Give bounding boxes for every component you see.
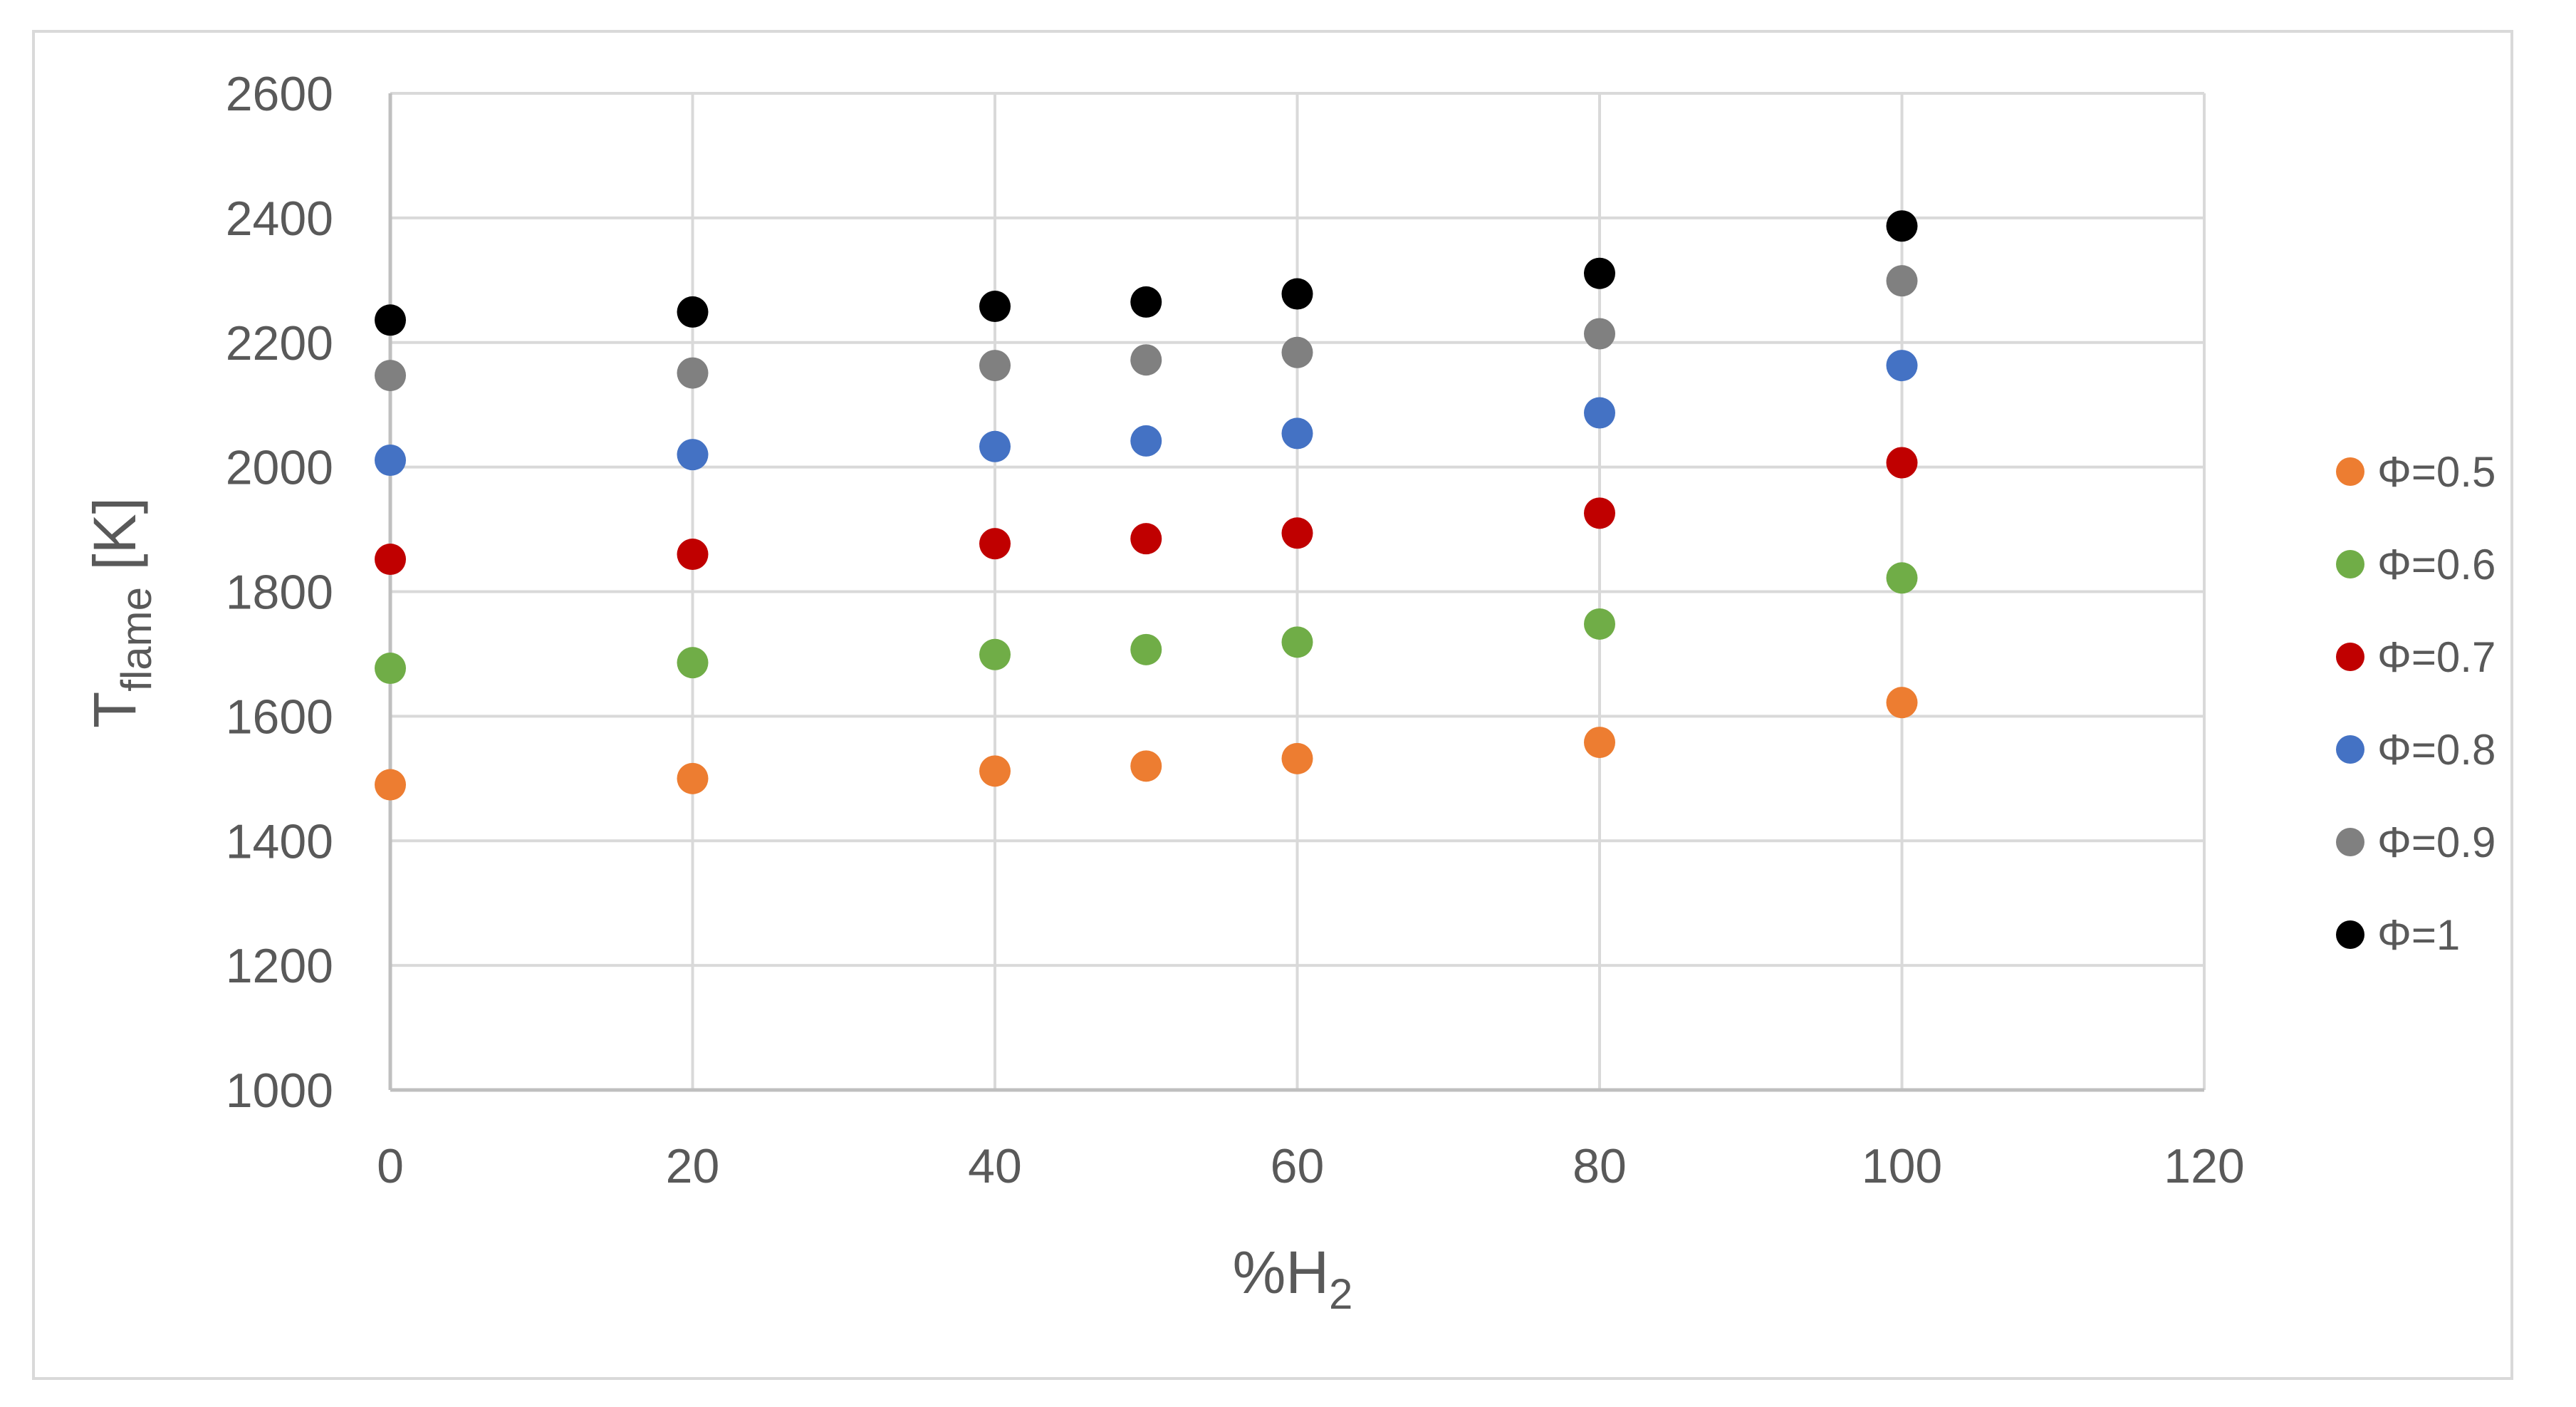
data-point <box>1281 417 1313 450</box>
data-point <box>1886 350 1918 382</box>
data-point <box>979 430 1011 462</box>
data-point <box>979 755 1011 787</box>
data-point <box>677 647 709 679</box>
data-point <box>1130 286 1162 318</box>
x-tick-label: 0 <box>377 1139 404 1193</box>
data-point <box>375 445 406 477</box>
data-point <box>979 638 1011 670</box>
x-tick-label: 100 <box>1862 1139 1942 1193</box>
chart-area <box>32 30 2513 1380</box>
data-point <box>1584 497 1615 529</box>
data-point <box>1584 608 1615 640</box>
data-point <box>1584 318 1615 350</box>
data-point <box>1886 265 1918 297</box>
data-point <box>677 357 709 389</box>
legend-marker <box>2336 920 2364 949</box>
legend-marker <box>2336 735 2364 764</box>
data-point <box>375 769 406 801</box>
data-point <box>1886 447 1918 479</box>
legend-label: Φ=0.9 <box>2377 819 2496 866</box>
y-tick-label: 1800 <box>226 566 333 620</box>
x-tick-label: 40 <box>968 1139 1022 1193</box>
data-point <box>1130 344 1162 376</box>
legend-label: Φ=0.5 <box>2377 448 2496 496</box>
data-point <box>1584 257 1615 289</box>
y-tick-label: 2200 <box>226 316 333 370</box>
legend-marker <box>2336 550 2364 578</box>
data-point <box>375 360 406 392</box>
data-point <box>1281 278 1313 310</box>
gridlines <box>390 92 2206 1090</box>
data-point <box>1886 210 1918 242</box>
y-tick-label: 1400 <box>226 814 333 868</box>
data-point <box>1886 562 1918 594</box>
data-point <box>1130 523 1162 555</box>
data-point <box>1130 633 1162 665</box>
data-points <box>375 210 1918 801</box>
data-point <box>677 539 709 571</box>
y-tick-label: 2600 <box>226 67 333 121</box>
x-tick-label: 120 <box>2164 1139 2244 1193</box>
y-axis-title: Tflame [K] <box>81 497 160 728</box>
y-tick-label: 1200 <box>226 939 333 993</box>
data-point <box>1281 626 1313 658</box>
y-tick-label: 2000 <box>226 441 333 495</box>
legend-label: Φ=0.8 <box>2377 726 2496 774</box>
data-point <box>979 291 1011 323</box>
data-point <box>375 653 406 685</box>
legend-marker <box>2336 828 2364 856</box>
tick-labels: 1000 1200 1400 1600 1800 2000 2200 2400 2600 0 20 4… <box>226 67 2245 1193</box>
data-point <box>677 439 709 471</box>
axes <box>388 93 2204 1092</box>
data-point <box>375 544 406 576</box>
data-point <box>1281 517 1313 549</box>
data-point <box>677 762 709 794</box>
legend-label: Φ=0.6 <box>2377 541 2496 588</box>
data-point <box>979 528 1011 560</box>
data-point <box>677 296 709 328</box>
data-point <box>1886 687 1918 719</box>
x-tick-label: 60 <box>1271 1139 1325 1193</box>
data-point <box>375 304 406 336</box>
legend-marker <box>2336 643 2364 671</box>
y-tick-label: 1000 <box>226 1064 333 1118</box>
y-tick-label: 1600 <box>226 690 333 744</box>
data-point <box>1281 336 1313 368</box>
data-point <box>1130 750 1162 782</box>
legend-label: Φ=0.7 <box>2377 633 2496 681</box>
data-point <box>979 350 1011 382</box>
data-point <box>1281 742 1313 774</box>
legend-label: Φ=1 <box>2377 911 2460 959</box>
data-point <box>1584 397 1615 429</box>
x-tick-label: 80 <box>1573 1139 1627 1193</box>
y-tick-label: 2400 <box>226 192 333 246</box>
x-tick-label: 20 <box>666 1139 720 1193</box>
x-axis-title: %H2 <box>1233 1239 1353 1318</box>
data-point <box>1130 425 1162 457</box>
legend-marker <box>2336 457 2364 486</box>
legend: Φ=0.5 Φ=0.6 Φ=0.7 Φ=0.8 Φ=0.9 Φ=1 <box>2336 448 2496 959</box>
data-point <box>1584 727 1615 759</box>
